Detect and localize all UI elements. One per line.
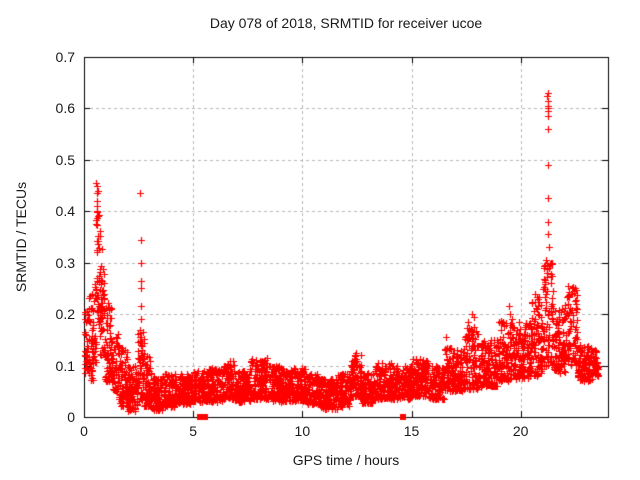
y-tick-label: 0.4 — [55, 203, 75, 220]
chart-title: Day 078 of 2018, SRMTID for receiver uco… — [209, 15, 483, 31]
x-tick-label: 15 — [403, 423, 420, 439]
y-tick-label: 0.1 — [55, 357, 75, 374]
y-tick-label: 0.3 — [55, 254, 75, 271]
y-tick-label: 0.7 — [55, 49, 75, 65]
y-tick-label: 0.6 — [55, 100, 75, 117]
x-axis-label: GPS time / hours — [292, 452, 400, 468]
x-tick-label: 10 — [294, 423, 311, 439]
x-tick-label: 0 — [80, 423, 88, 439]
y-tick-label: 0.2 — [55, 306, 75, 323]
x-tick-label: 5 — [189, 423, 198, 439]
y-tick-label: 0 — [67, 409, 75, 425]
x-tick-label: 20 — [512, 423, 529, 439]
y-tick-label: 0.5 — [55, 151, 75, 168]
